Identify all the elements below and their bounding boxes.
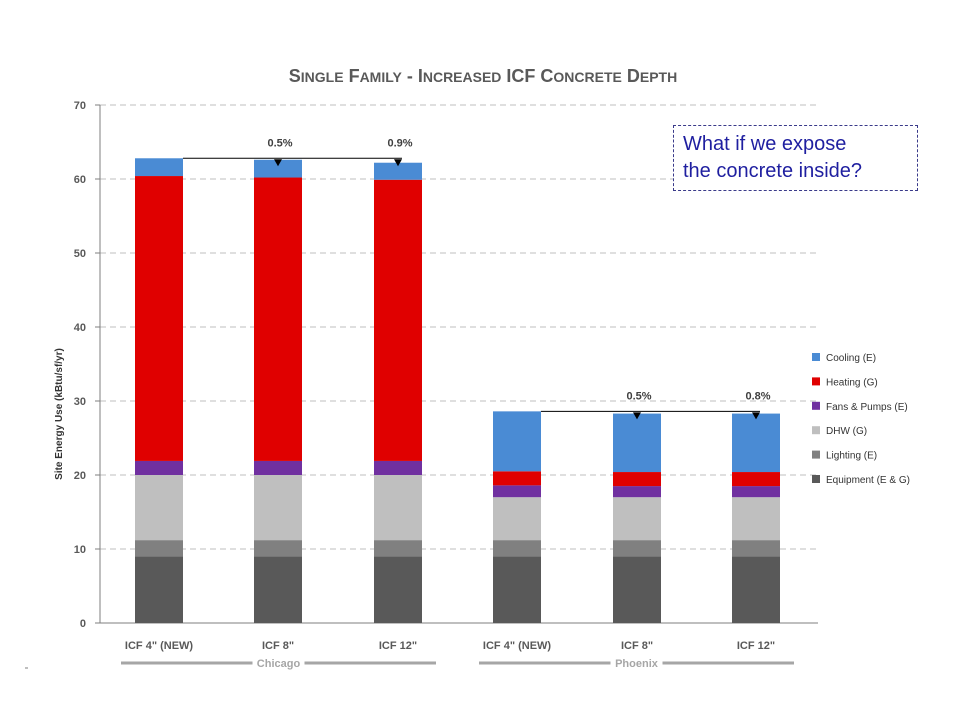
bar-segment	[613, 413, 661, 473]
bar-segment	[613, 486, 661, 498]
bar-segment	[732, 472, 780, 487]
legend-label: Equipment (E & G)	[826, 475, 910, 486]
bar-segment	[374, 475, 422, 541]
bar-segment	[135, 475, 183, 541]
annotation-label: 0.5%	[626, 390, 651, 402]
y-tick-label: 60	[74, 174, 86, 186]
legend-swatch	[812, 426, 820, 435]
legend-label: Fans & Pumps (E)	[826, 402, 908, 413]
axes: 0 10 20 30 40 50 60 70 Site Energy Use (kBtu/sf/…	[54, 100, 818, 670]
x-tick-label: ICF 12"	[379, 640, 417, 652]
annotation-arrow	[394, 159, 402, 167]
bar-segment	[135, 158, 183, 177]
bar-segment	[135, 540, 183, 557]
bar-segment	[493, 556, 541, 623]
bar-segment	[374, 179, 422, 461]
bar-segment	[613, 472, 661, 487]
y-tick-label: 40	[74, 322, 86, 334]
x-tick-label: ICF 8"	[621, 640, 653, 652]
bar-segment	[254, 475, 302, 541]
bar-segment	[254, 159, 302, 178]
legend-swatch	[812, 377, 820, 386]
annotation-label: 0.8%	[745, 390, 770, 402]
title-part-small: ONCRETE	[553, 69, 621, 85]
bar-segment	[493, 485, 541, 498]
legend: Cooling (E) Heating (G) Fans & Pumps (E) DH…	[812, 353, 910, 486]
chart-title: SINGLE FAMILY - INCREASED ICF CONCRETE D…	[289, 66, 677, 86]
bar-segment	[254, 540, 302, 557]
title-part-small: EPTH	[640, 69, 677, 85]
legend-label: Heating (G)	[826, 377, 878, 388]
bar-segment	[254, 556, 302, 623]
bar-segment	[732, 556, 780, 623]
bars	[135, 158, 780, 623]
annotations: 0.5% 0.9% 0.5% 0.8%	[183, 137, 771, 420]
group-label: Phoenix	[615, 658, 659, 670]
bar-segment	[493, 411, 541, 472]
x-tick-label: ICF 4" (NEW)	[483, 640, 551, 652]
title-part-small: NCREASED	[423, 69, 502, 85]
y-tick-label: 30	[74, 396, 86, 408]
annotation-arrow	[633, 412, 641, 420]
bar-segment	[135, 556, 183, 623]
bar-segment	[732, 486, 780, 498]
legend-swatch	[812, 450, 820, 459]
title-part-big: ICF C	[501, 66, 553, 86]
bar-segment	[254, 177, 302, 461]
bar-segment	[135, 460, 183, 475]
callout-line-2: the concrete inside?	[683, 160, 863, 182]
bar-segment	[613, 540, 661, 557]
callout-box: What if we expose the concrete inside?	[673, 125, 918, 191]
bar-segment	[613, 497, 661, 541]
title-part-small: AMILY	[360, 69, 403, 85]
annotation-arrow	[274, 159, 282, 167]
bar-segment	[732, 497, 780, 541]
bar-segment	[732, 413, 780, 473]
y-tick-label: 50	[74, 248, 86, 260]
bar-segment	[254, 460, 302, 475]
title-part-big: F	[344, 66, 360, 86]
y-tick-label: 70	[74, 100, 86, 112]
legend-label: Lighting (E)	[826, 451, 877, 462]
bar-segment	[374, 460, 422, 475]
legend-swatch	[812, 475, 820, 483]
bar-segment	[493, 540, 541, 557]
bar-segment	[493, 471, 541, 486]
bar-segment	[374, 556, 422, 623]
y-axis-title: Site Energy Use (kBtu/sf/yr)	[54, 348, 65, 480]
annotation-label: 0.9%	[387, 137, 412, 149]
group-label: Chicago	[257, 658, 301, 670]
title-part-big: D	[622, 66, 640, 86]
y-tick-label: 10	[74, 544, 86, 556]
bar-segment	[493, 497, 541, 541]
legend-swatch	[812, 353, 820, 361]
legend-label: DHW (G)	[826, 426, 867, 437]
bar-segment	[613, 556, 661, 623]
title-part-small: INGLE	[301, 69, 344, 85]
y-tick-label: 0	[80, 618, 86, 630]
legend-label: Cooling (E)	[826, 353, 876, 364]
x-tick-label: ICF 4" (NEW)	[125, 640, 193, 652]
bar-segment	[374, 540, 422, 557]
y-tick-label: 20	[74, 470, 86, 482]
legend-swatch	[812, 401, 820, 410]
annotation-arrow	[752, 412, 760, 420]
bar-segment	[135, 176, 183, 461]
bar-segment	[732, 540, 780, 557]
annotation-label: 0.5%	[267, 137, 292, 149]
callout-line-1: What if we expose	[683, 133, 847, 155]
x-tick-label: ICF 8"	[262, 640, 294, 652]
title-part-big: S	[289, 66, 301, 86]
bar-segment	[374, 162, 422, 180]
title-part-big: - I	[402, 66, 423, 86]
x-tick-label: ICF 12"	[737, 640, 775, 652]
